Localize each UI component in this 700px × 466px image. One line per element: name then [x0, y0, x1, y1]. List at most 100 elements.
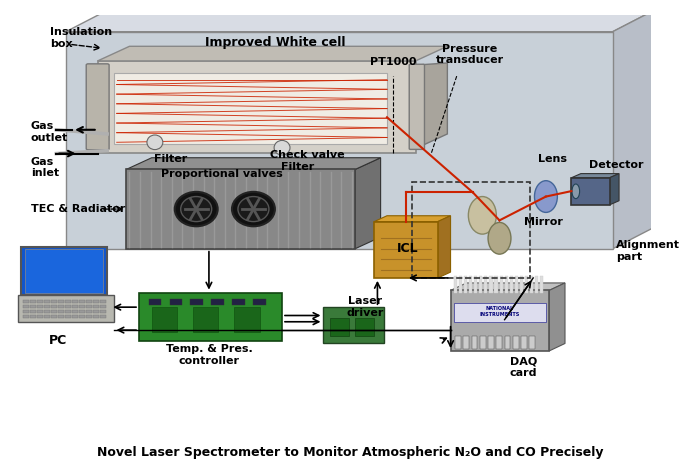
Ellipse shape [488, 222, 511, 254]
Bar [93, 315, 99, 318]
FancyBboxPatch shape [410, 64, 424, 150]
Bar [494, 276, 498, 293]
Bar [152, 307, 177, 332]
Bar [489, 276, 493, 293]
FancyBboxPatch shape [126, 170, 355, 249]
Bar [44, 300, 50, 303]
Text: Filter: Filter [154, 154, 188, 164]
FancyBboxPatch shape [18, 295, 113, 322]
Bar [500, 276, 503, 293]
Bar [72, 315, 78, 318]
Bar [458, 276, 462, 293]
Bar [72, 309, 78, 314]
Bar [412, 182, 530, 278]
Bar [484, 276, 487, 293]
Bar [488, 336, 494, 349]
Bar [510, 276, 513, 293]
Bar [455, 336, 461, 349]
Bar [100, 309, 106, 314]
Bar [65, 309, 71, 314]
Bar [86, 315, 92, 318]
Bar [464, 276, 467, 293]
Ellipse shape [181, 197, 211, 222]
Bar [505, 336, 510, 349]
Bar [521, 336, 527, 349]
Bar [79, 315, 85, 318]
Ellipse shape [147, 135, 163, 150]
Text: Laser
driver: Laser driver [346, 296, 384, 318]
Bar [463, 336, 469, 349]
FancyBboxPatch shape [98, 61, 416, 153]
Bar [93, 300, 99, 303]
Bar [37, 315, 43, 318]
Polygon shape [416, 63, 447, 149]
Polygon shape [374, 216, 451, 222]
Bar [234, 307, 260, 332]
Bar [330, 318, 349, 336]
Bar [58, 300, 64, 303]
Text: Novel Laser Spectrometer to Monitor Atmospheric N₂O and CO Precisely: Novel Laser Spectrometer to Monitor Atmo… [97, 446, 603, 459]
Bar [44, 305, 50, 308]
Text: Lens: Lens [538, 154, 567, 164]
Text: Filter: Filter [281, 162, 314, 172]
Text: Temp. & Pres.
controller: Temp. & Pres. controller [166, 344, 252, 366]
Bar [23, 309, 29, 314]
Text: Alignment
part: Alignment part [616, 240, 680, 261]
FancyBboxPatch shape [571, 178, 610, 205]
Bar [23, 315, 29, 318]
Text: Check valve: Check valve [270, 150, 345, 160]
Bar [253, 299, 266, 305]
Polygon shape [126, 158, 381, 170]
Bar [79, 309, 85, 314]
Bar [51, 309, 57, 314]
Bar [72, 305, 78, 308]
Bar [190, 299, 203, 305]
Ellipse shape [274, 140, 290, 155]
Bar [474, 276, 477, 293]
Text: NATIONAL
INSTRUMENTS: NATIONAL INSTRUMENTS [480, 306, 520, 317]
Bar [93, 305, 99, 308]
Bar [79, 305, 85, 308]
Bar [232, 299, 245, 305]
Ellipse shape [468, 197, 496, 234]
Bar [86, 309, 92, 314]
Bar [513, 336, 519, 349]
Polygon shape [610, 174, 619, 205]
Text: Detector: Detector [589, 160, 643, 170]
Bar [79, 300, 85, 303]
Bar [51, 300, 57, 303]
FancyBboxPatch shape [66, 32, 612, 249]
Text: DAQ
card: DAQ card [510, 357, 538, 378]
Bar [469, 276, 472, 293]
Bar [44, 315, 50, 318]
Bar [520, 276, 523, 293]
Text: PT1000: PT1000 [370, 57, 416, 67]
Bar [72, 300, 78, 303]
Text: Gas
inlet: Gas inlet [31, 157, 59, 178]
Bar [148, 299, 161, 305]
Bar [30, 300, 36, 303]
Bar [454, 276, 457, 293]
Bar [355, 318, 374, 336]
Bar [93, 309, 99, 314]
Text: Proportional valves: Proportional valves [161, 169, 283, 178]
Bar [86, 305, 92, 308]
Ellipse shape [238, 197, 269, 222]
Bar [540, 276, 543, 293]
Text: TEC & Radiator: TEC & Radiator [31, 204, 125, 214]
Polygon shape [549, 283, 565, 351]
Bar [530, 276, 533, 293]
Text: PC: PC [49, 334, 67, 347]
Bar [480, 336, 486, 349]
Bar [65, 305, 71, 308]
FancyBboxPatch shape [323, 307, 384, 343]
Text: Pressure
transducer: Pressure transducer [435, 44, 504, 65]
Text: Gas
outlet: Gas outlet [31, 121, 68, 143]
Polygon shape [66, 9, 657, 32]
Bar [30, 305, 36, 308]
FancyBboxPatch shape [86, 64, 109, 150]
Bar [23, 300, 29, 303]
Bar [535, 276, 538, 293]
FancyBboxPatch shape [451, 290, 549, 351]
Bar [23, 305, 29, 308]
